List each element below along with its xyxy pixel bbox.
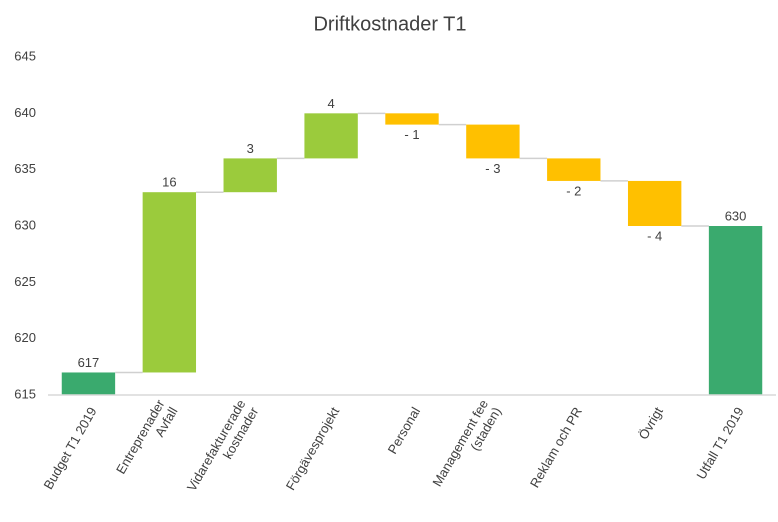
y-tick-label: 645 [14, 48, 36, 63]
bar [708, 226, 763, 395]
bar [547, 158, 601, 181]
bar [385, 113, 439, 125]
x-tick-label: Förgävesprojekt [283, 404, 343, 493]
data-label: 3 [247, 141, 254, 156]
y-tick-label: 640 [14, 105, 36, 120]
y-tick-label: 615 [14, 386, 36, 401]
data-label: 630 [725, 208, 747, 223]
y-tick-label: 620 [14, 330, 36, 345]
data-label: - 4 [647, 228, 662, 243]
bar [61, 372, 116, 395]
x-tick-label: EntreprenaderAvfall [113, 397, 181, 485]
data-label: 617 [78, 355, 100, 370]
bar [304, 113, 358, 159]
data-label: - 1 [404, 127, 419, 142]
bar [142, 192, 197, 373]
bar [223, 158, 277, 193]
x-tick-label: Övrigt [636, 404, 667, 442]
bar [466, 124, 520, 159]
y-tick-label: 630 [14, 217, 36, 232]
data-label: 4 [327, 96, 334, 111]
data-label: 16 [162, 175, 176, 190]
data-label: - 3 [485, 161, 500, 176]
x-tick-label: Budget T1 2019 [41, 405, 100, 492]
x-tick-label: Utfall T1 2019 [694, 405, 747, 482]
x-tick-label: Vidarefaktureradekostnader [184, 397, 262, 502]
x-tick-label: Personal [385, 405, 424, 457]
y-tick-label: 635 [14, 161, 36, 176]
data-label: - 2 [566, 183, 581, 198]
chart-title: Driftkostnader T1 [313, 13, 466, 35]
x-tick-label: Reklam och PR [527, 405, 585, 491]
y-tick-label: 625 [14, 274, 36, 289]
x-tick-label: Management fee(staden) [430, 397, 505, 497]
bar [627, 180, 682, 226]
